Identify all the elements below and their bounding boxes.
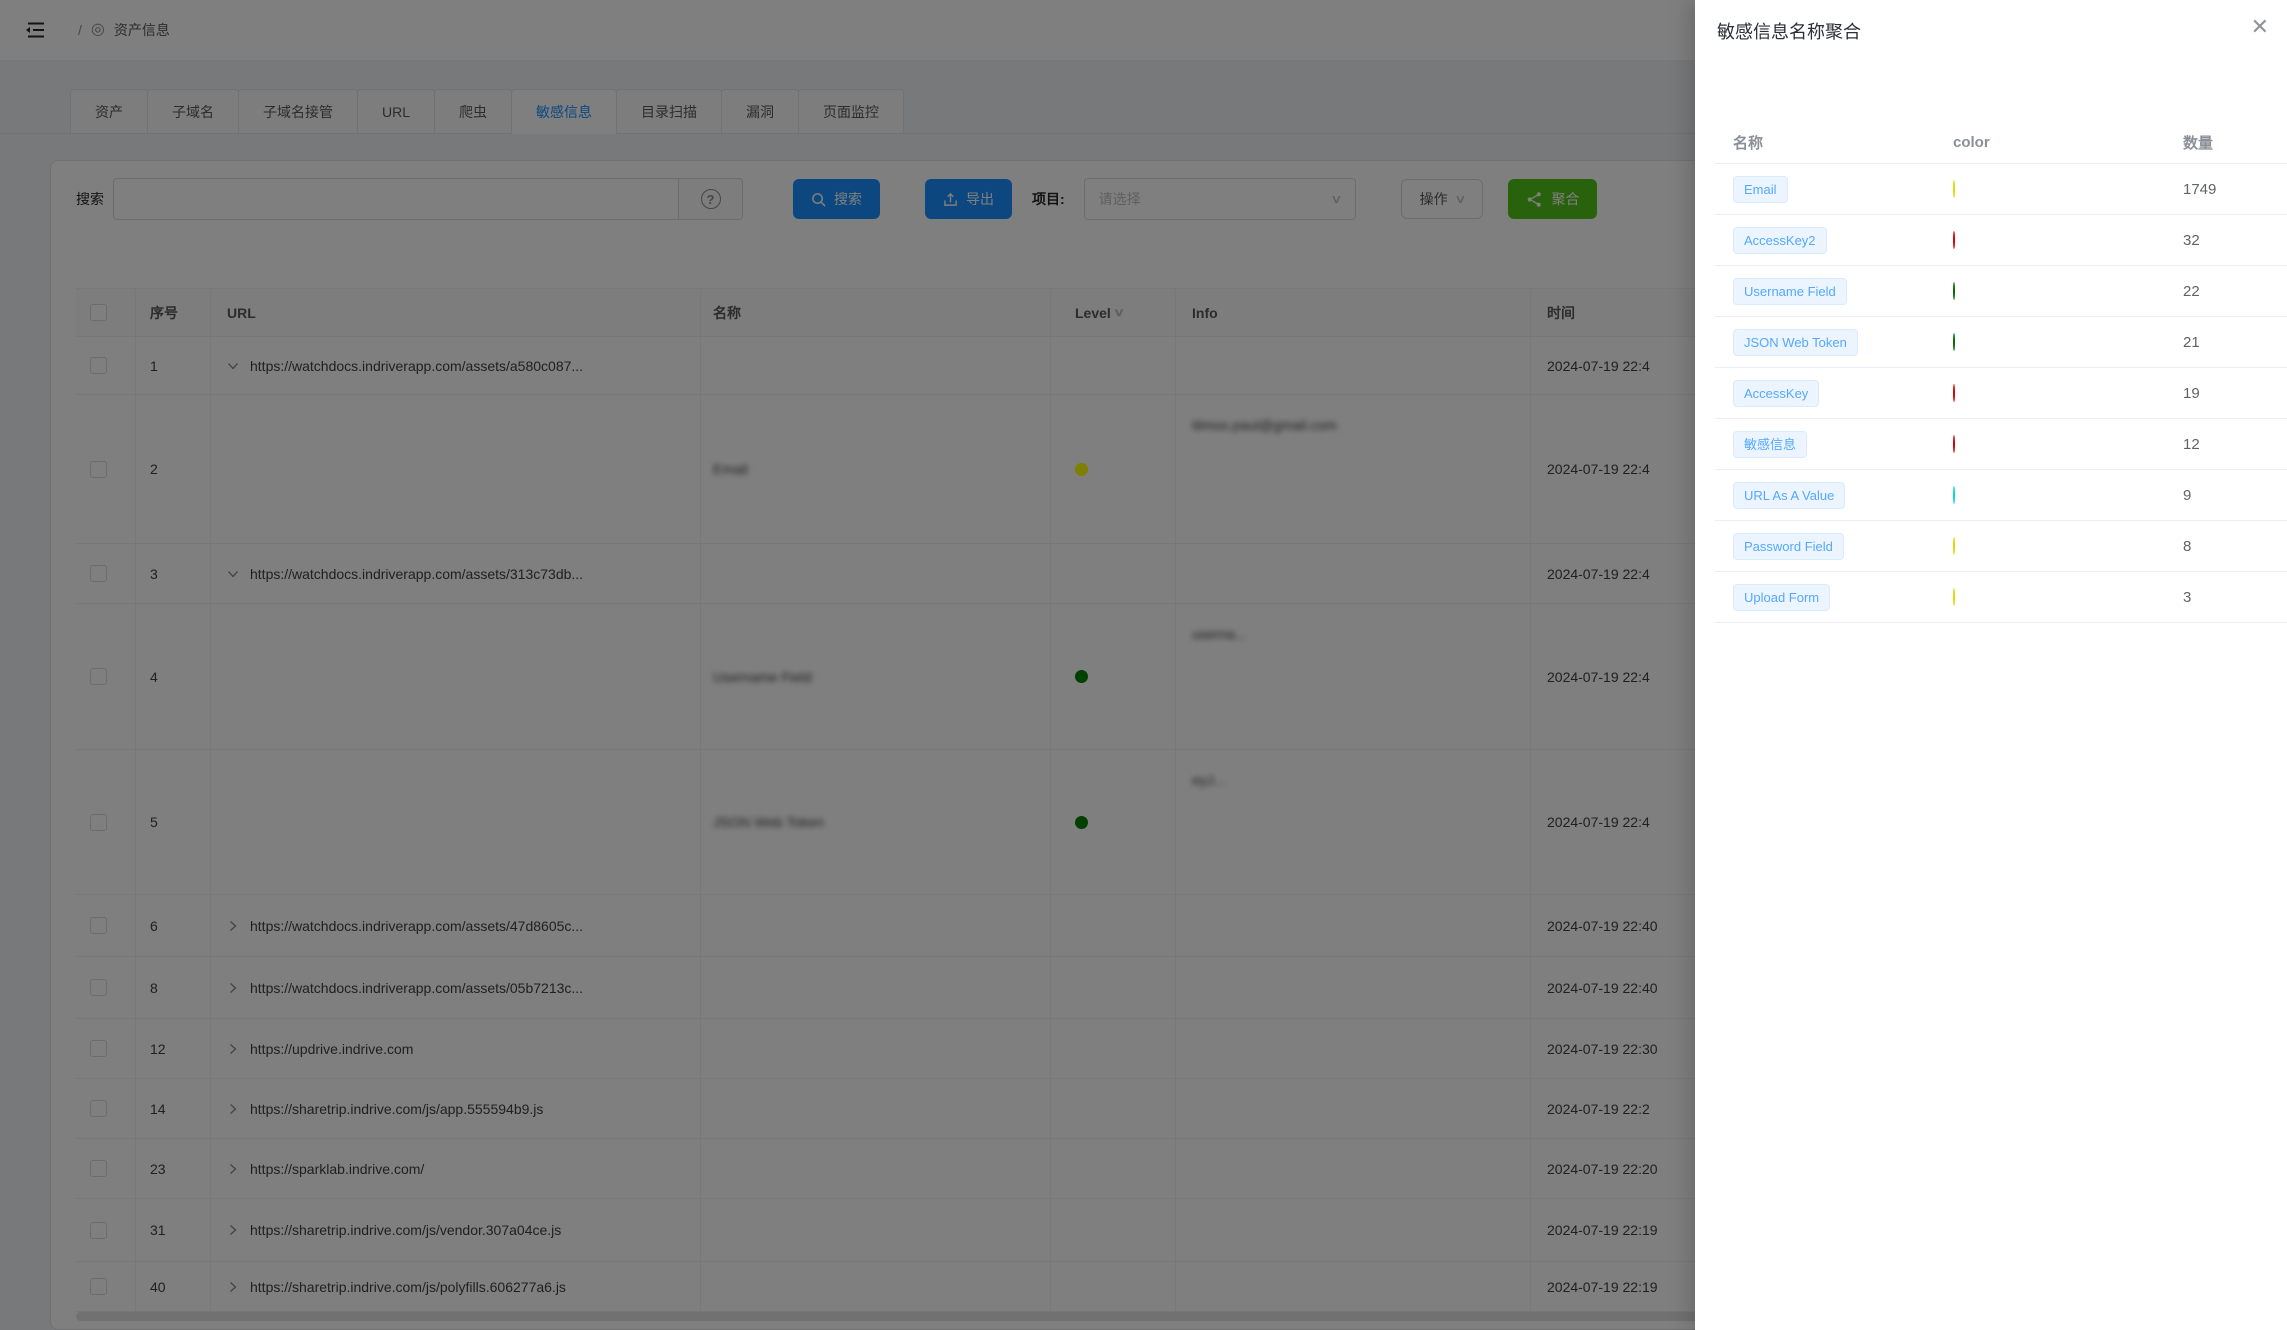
color-dot xyxy=(1953,282,1955,300)
aggregation-row: Username Field 22 xyxy=(1715,266,2287,317)
drawer-title: 敏感信息名称聚合 xyxy=(1717,22,1861,42)
color-dot xyxy=(1953,537,1955,555)
count-value: 32 xyxy=(2183,231,2200,249)
close-icon[interactable]: ✕ xyxy=(2250,14,2269,39)
color-dot xyxy=(1953,231,1955,249)
aggregation-row: Email 1749 xyxy=(1715,164,2287,215)
aggregation-row: AccessKey 19 xyxy=(1715,368,2287,419)
name-tag[interactable]: Username Field xyxy=(1733,277,1847,305)
aggregation-table: 名称 color 数量 Email 1749 AccessKey2 32 Use… xyxy=(1715,122,2287,623)
color-dot xyxy=(1953,435,1955,453)
color-dot xyxy=(1953,588,1955,606)
color-dot xyxy=(1953,486,1955,504)
color-dot xyxy=(1953,333,1955,351)
name-tag[interactable]: Upload Form xyxy=(1733,583,1831,611)
count-value: 22 xyxy=(2183,282,2200,300)
aggregation-row: JSON Web Token 21 xyxy=(1715,317,2287,368)
name-tag[interactable]: URL As A Value xyxy=(1733,481,1846,509)
count-value: 8 xyxy=(2183,537,2192,555)
color-dot xyxy=(1953,384,1955,402)
agg-col-name: 名称 xyxy=(1733,135,1764,152)
aggregation-row: Password Field 8 xyxy=(1715,521,2287,572)
count-value: 1749 xyxy=(2183,180,2217,198)
name-tag[interactable]: 敏感信息 xyxy=(1733,430,1808,458)
name-tag[interactable]: AccessKey2 xyxy=(1733,226,1827,254)
aggregation-row: AccessKey2 32 xyxy=(1715,215,2287,266)
aggregation-row: Upload Form 3 xyxy=(1715,572,2287,623)
aggregation-drawer: 敏感信息名称聚合 ✕ 名称 color 数量 Email 1749 Access… xyxy=(1695,0,2287,1330)
aggregation-row: URL As A Value 9 xyxy=(1715,470,2287,521)
count-value: 21 xyxy=(2183,333,2200,351)
name-tag[interactable]: JSON Web Token xyxy=(1733,328,1858,356)
name-tag[interactable]: Password Field xyxy=(1733,532,1844,560)
count-value: 12 xyxy=(2183,435,2200,453)
color-dot xyxy=(1953,180,1955,198)
aggregation-row: 敏感信息 12 xyxy=(1715,419,2287,470)
count-value: 3 xyxy=(2183,588,2192,606)
name-tag[interactable]: Email xyxy=(1733,175,1788,203)
name-tag[interactable]: AccessKey xyxy=(1733,379,1820,407)
count-value: 9 xyxy=(2183,486,2192,504)
agg-col-count: 数量 xyxy=(2183,135,2214,152)
aggregation-header-row: 名称 color 数量 xyxy=(1715,122,2287,164)
agg-col-color: color xyxy=(1953,134,1990,151)
count-value: 19 xyxy=(2183,384,2200,402)
